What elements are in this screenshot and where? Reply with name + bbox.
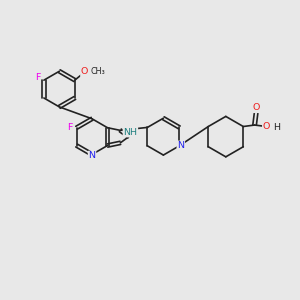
Text: NH: NH <box>123 128 137 137</box>
Text: CH₃: CH₃ <box>90 67 105 76</box>
Text: F: F <box>68 123 73 132</box>
Text: O: O <box>252 103 260 112</box>
Text: N: N <box>177 141 184 150</box>
Text: F: F <box>35 73 40 82</box>
Text: O: O <box>81 67 88 76</box>
Text: H: H <box>273 123 280 132</box>
Text: O: O <box>263 122 270 131</box>
Text: N: N <box>88 152 95 160</box>
